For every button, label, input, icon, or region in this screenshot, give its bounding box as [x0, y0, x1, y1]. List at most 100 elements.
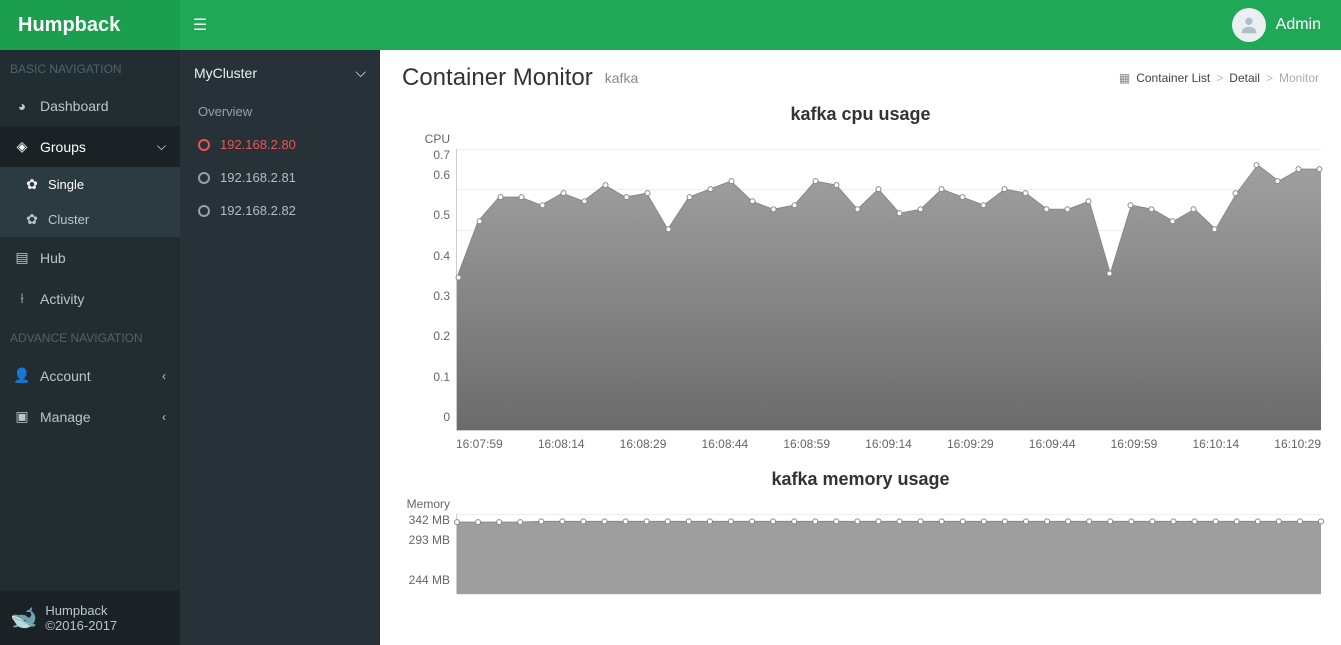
breadcrumb-container-list[interactable]: Container List: [1136, 71, 1210, 85]
activity-icon: ⟊: [14, 290, 30, 307]
sidebar-item-groups[interactable]: ◈ Groups ⌵: [0, 126, 180, 167]
page-header: Container Monitor kafka ▦ Container List…: [380, 50, 1341, 98]
sidebar-item-label: Activity: [40, 291, 84, 307]
sidebar-item-label: Manage: [40, 409, 91, 425]
y-unit: Memory: [400, 496, 450, 512]
chevron-left-icon: ‹: [162, 369, 166, 383]
mem-chart: Memory 342 MB293 MB244 MB: [400, 496, 1321, 614]
y-tick: 0.4: [400, 250, 450, 290]
status-circle-icon: [198, 172, 210, 184]
x-tick: 16:09:44: [1029, 437, 1076, 451]
avatar-icon: [1232, 8, 1266, 42]
sidebar-item-label: Dashboard: [40, 98, 109, 114]
mem-y-axis: Memory 342 MB293 MB244 MB: [400, 496, 456, 614]
cluster-overview[interactable]: Overview: [180, 95, 380, 128]
sidebar-subitem-single[interactable]: ✿ Single: [0, 167, 180, 202]
chevron-down-icon: ⌵: [157, 139, 166, 154]
cluster-title[interactable]: MyCluster ⌵: [180, 50, 380, 95]
cluster-title-text: MyCluster: [194, 65, 257, 81]
sidebar-section-advance: ADVANCE NAVIGATION: [0, 319, 180, 355]
main-content: Container Monitor kafka ▦ Container List…: [380, 50, 1341, 645]
sidebar-item-label: Single: [48, 177, 84, 192]
brand-text: Humpback: [18, 14, 120, 37]
breadcrumb-sep: >: [1216, 71, 1223, 85]
user-icon: 👤: [14, 367, 30, 384]
host-ip: 192.168.2.81: [220, 170, 296, 185]
x-tick: 16:08:14: [538, 437, 585, 451]
breadcrumb: ▦ Container List > Detail > Monitor: [1119, 71, 1319, 85]
y-tick: 0.3: [400, 290, 450, 330]
y-tick: 244 MB: [400, 574, 450, 614]
x-tick: 16:10:29: [1274, 437, 1321, 451]
cluster-icon: ✿: [24, 211, 40, 228]
footer-name: Humpback: [45, 603, 117, 618]
y-tick: 0.7: [400, 149, 450, 169]
x-tick: 16:07:59: [456, 437, 503, 451]
breadcrumb-sep: >: [1266, 71, 1273, 85]
x-tick: 16:08:44: [701, 437, 748, 451]
mem-chart-title: kafka memory usage: [400, 451, 1321, 496]
dashboard-icon: ◕: [14, 98, 30, 114]
cube-icon: ▣: [14, 408, 30, 425]
groups-icon: ◈: [14, 138, 30, 155]
brand-logo[interactable]: Humpback: [0, 0, 180, 50]
y-unit: CPU: [400, 131, 450, 147]
mem-plot: [456, 514, 1321, 594]
chevron-down-icon: ⌵: [355, 64, 366, 81]
page-title: Container Monitor: [402, 64, 593, 92]
sidebar-subitem-cluster[interactable]: ✿ Cluster: [0, 202, 180, 237]
footer-copy: ©2016-2017: [45, 618, 117, 633]
cpu-chart-title: kafka cpu usage: [400, 98, 1321, 131]
menu-toggle-icon[interactable]: ☰: [180, 15, 220, 35]
topbar: Humpback ☰ Admin: [0, 0, 1341, 50]
overview-label: Overview: [198, 104, 252, 119]
cpu-chart: CPU 0.70.60.50.40.30.20.10 16:07:59 16:08:…: [400, 131, 1321, 451]
cpu-x-axis: 16:07:59 16:08:14 16:08:29 16:08:44 16:08:59…: [456, 431, 1321, 451]
cpu-y-axis: CPU 0.70.60.50.40.30.20.10: [400, 131, 456, 451]
sidebar-item-label: Cluster: [48, 212, 89, 227]
x-tick: 16:09:14: [865, 437, 912, 451]
status-circle-icon: [198, 205, 210, 217]
cluster-host[interactable]: 192.168.2.81: [180, 161, 380, 194]
sidebar-item-dashboard[interactable]: ◕ Dashboard: [0, 86, 180, 126]
x-tick: 16:08:29: [620, 437, 667, 451]
sidebar-item-label: Hub: [40, 250, 66, 266]
sidebar-item-label: Account: [40, 368, 91, 384]
sidebar-footer: 🐋 Humpback ©2016-2017: [0, 591, 180, 645]
y-tick: 0: [400, 411, 450, 451]
sidebar: BASIC NAVIGATION ◕ Dashboard ◈ Groups ⌵ ✿ Si…: [0, 50, 180, 645]
host-ip: 192.168.2.80: [220, 137, 296, 152]
hub-icon: ▤: [14, 249, 30, 266]
cluster-host[interactable]: 192.168.2.80: [180, 128, 380, 161]
user-name: Admin: [1276, 16, 1321, 34]
y-tick: 0.1: [400, 371, 450, 411]
breadcrumb-monitor: Monitor: [1279, 71, 1319, 85]
cluster-host[interactable]: 192.168.2.82: [180, 194, 380, 227]
x-tick: 16:09:59: [1111, 437, 1158, 451]
y-tick: 0.6: [400, 169, 450, 209]
cpu-markers: [457, 149, 1321, 430]
y-tick: 342 MB: [400, 514, 450, 534]
page-subtitle: kafka: [605, 70, 638, 86]
y-tick: 0.5: [400, 209, 450, 249]
sidebar-item-label: Groups: [40, 139, 86, 155]
y-tick: 293 MB: [400, 534, 450, 574]
y-tick: 0.2: [400, 330, 450, 370]
topbar-user[interactable]: Admin: [1232, 8, 1341, 42]
status-circle-icon: [198, 139, 210, 151]
sidebar-item-activity[interactable]: ⟊ Activity: [0, 278, 180, 319]
gear-icon: ✿: [24, 176, 40, 193]
grid-icon: ▦: [1119, 71, 1130, 85]
cpu-plot: [456, 149, 1321, 431]
x-tick: 16:10:14: [1192, 437, 1239, 451]
breadcrumb-detail[interactable]: Detail: [1229, 71, 1260, 85]
chevron-left-icon: ‹: [162, 410, 166, 424]
cluster-panel: MyCluster ⌵ Overview 192.168.2.80 192.168.…: [180, 50, 380, 645]
sidebar-section-basic: BASIC NAVIGATION: [0, 50, 180, 86]
whale-icon: 🐋: [10, 605, 37, 631]
host-ip: 192.168.2.82: [220, 203, 296, 218]
x-tick: 16:08:59: [783, 437, 830, 451]
sidebar-item-hub[interactable]: ▤ Hub: [0, 237, 180, 278]
sidebar-item-account[interactable]: 👤 Account ‹: [0, 355, 180, 396]
sidebar-item-manage[interactable]: ▣ Manage ‹: [0, 396, 180, 437]
